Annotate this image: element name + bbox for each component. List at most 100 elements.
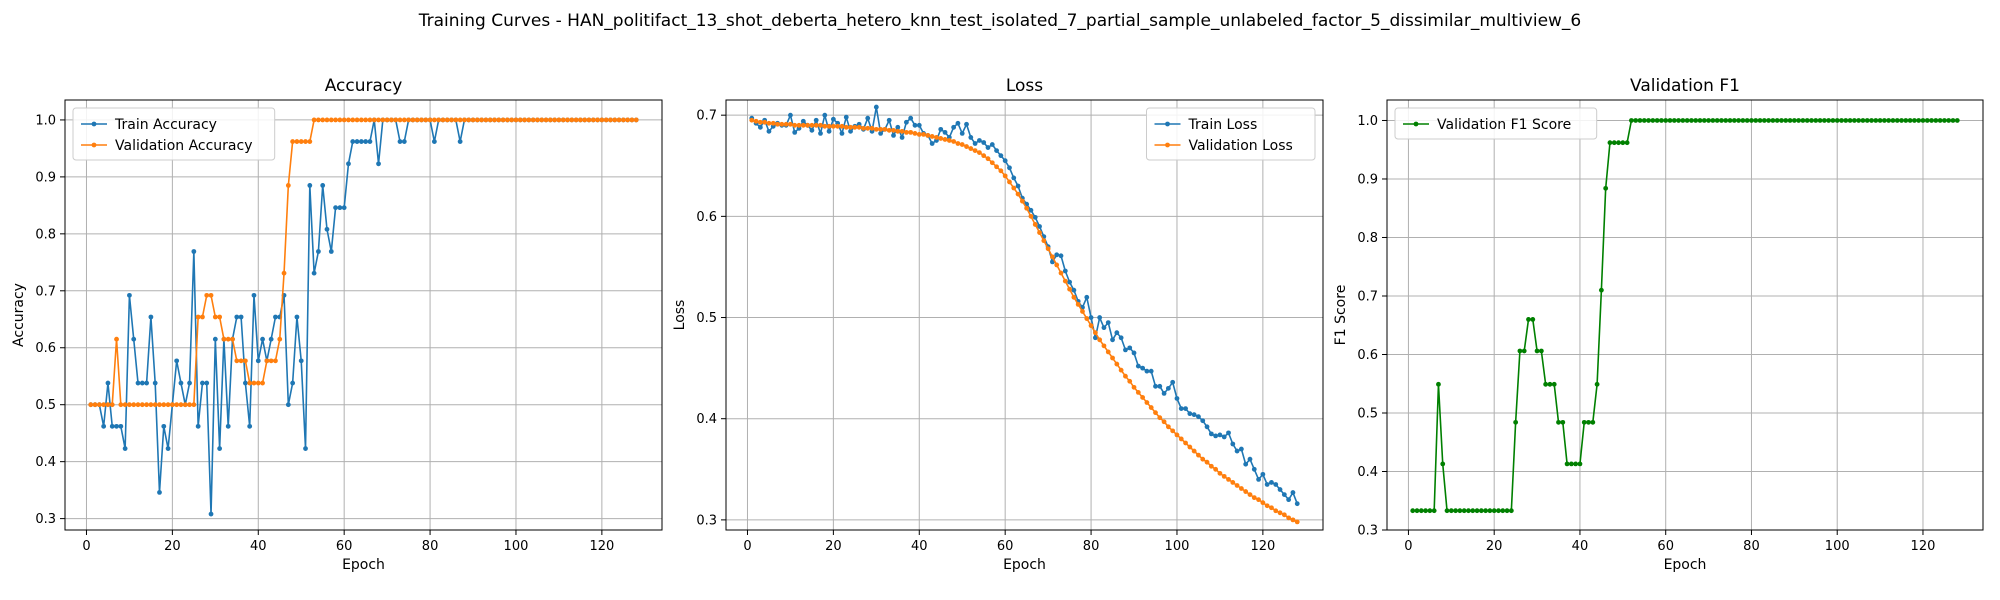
train-accuracy-point — [148, 314, 154, 320]
validation-loss-point — [1011, 185, 1017, 191]
train-loss-point — [1084, 294, 1090, 300]
validation-accuracy-point — [423, 117, 429, 123]
validation-f1-x-tick-label: 0 — [1404, 539, 1412, 554]
accuracy-y-tick-label: 0.6 — [35, 341, 56, 356]
validation-accuracy-point — [522, 117, 527, 123]
train-accuracy-point — [255, 358, 261, 364]
train-accuracy-point — [152, 380, 158, 386]
validation-f1-score-point — [1809, 118, 1814, 123]
validation-loss-point — [938, 136, 944, 141]
train-loss-point — [1200, 418, 1206, 424]
validation-f1-score-point — [1508, 508, 1514, 514]
validation-f1-score-point — [1731, 118, 1737, 123]
validation-loss-point — [809, 122, 815, 128]
validation-accuracy-point — [105, 402, 111, 408]
validation-loss-point — [1080, 309, 1085, 314]
validation-f1-score-point — [1817, 118, 1823, 123]
validation-accuracy-point — [427, 117, 433, 123]
validation-f1-score-point — [1650, 118, 1656, 123]
validation-accuracy-point — [470, 117, 476, 123]
accuracy-y-tick-label: 0.9 — [35, 170, 56, 185]
train-loss-point — [813, 117, 819, 123]
validation-accuracy-point — [419, 117, 424, 123]
train-loss-point — [1054, 252, 1060, 258]
validation-loss-point — [1260, 500, 1266, 506]
validation-accuracy-point — [157, 402, 162, 408]
validation-accuracy-point — [178, 402, 184, 408]
train-loss-point — [1286, 497, 1292, 503]
validation-f1-score-point — [1791, 118, 1797, 123]
train-loss-point — [1101, 325, 1107, 331]
validation-loss-point — [908, 129, 914, 135]
validation-loss-point — [1097, 337, 1103, 343]
validation-loss-point — [1037, 230, 1042, 235]
validation-accuracy-point — [255, 380, 261, 386]
train-accuracy-point — [457, 139, 463, 144]
train-loss-point — [938, 126, 944, 132]
train-accuracy-point — [157, 490, 162, 495]
validation-accuracy-point — [316, 117, 321, 123]
validation-loss-point — [775, 121, 780, 127]
validation-f1-score-point — [1453, 508, 1459, 514]
train-accuracy-point — [298, 358, 304, 364]
loss-x-tick-label: 100 — [1165, 539, 1190, 554]
validation-accuracy-point — [165, 402, 171, 408]
validation-f1-score-point — [1911, 118, 1917, 123]
validation-loss-point — [826, 123, 832, 129]
train-loss-point — [1037, 224, 1042, 229]
validation-accuracy-point — [543, 117, 549, 123]
train-loss-point — [968, 135, 974, 140]
train-accuracy-point — [135, 380, 141, 386]
validation-loss-point — [1127, 378, 1133, 384]
validation-accuracy-point — [612, 117, 618, 123]
validation-accuracy-point — [440, 117, 446, 123]
validation-accuracy-point — [401, 117, 407, 123]
train-accuracy-point — [268, 336, 274, 342]
train-loss-point — [1187, 411, 1193, 417]
loss-y-tick-label: 0.6 — [696, 210, 717, 225]
validation-loss-point — [1174, 432, 1180, 438]
validation-f1-score-point — [1830, 118, 1836, 123]
validation-f1-score-point — [1676, 118, 1681, 123]
train-accuracy-point — [311, 270, 317, 276]
validation-f1-score-point — [1873, 118, 1879, 123]
validation-loss-point — [869, 125, 875, 131]
train-loss-point — [1191, 412, 1197, 418]
validation-loss-point — [955, 141, 961, 146]
validation-f1-score-point — [1907, 118, 1913, 123]
loss-x-tick-label: 80 — [1083, 539, 1100, 554]
train-loss-point — [1264, 482, 1270, 487]
accuracy-y-tick-label: 0.3 — [35, 512, 56, 527]
validation-loss-point — [1247, 492, 1253, 497]
validation-loss-point — [985, 156, 991, 162]
train-accuracy-point — [285, 402, 291, 408]
validation-loss-point — [1153, 410, 1158, 416]
loss-panel-title: Loss — [1006, 76, 1043, 96]
train-loss-point — [1277, 487, 1283, 492]
validation-accuracy-point — [483, 117, 489, 123]
validation-loss-point — [1105, 349, 1111, 355]
train-loss-point — [1123, 347, 1128, 353]
validation-accuracy-point — [573, 117, 579, 123]
train-loss-point — [878, 130, 884, 136]
train-accuracy-point — [139, 380, 145, 386]
train-loss-point — [830, 116, 836, 122]
validation-f1-score-point — [1410, 508, 1416, 514]
validation-loss-point — [886, 127, 892, 133]
validation-f1-score-point — [1851, 118, 1857, 123]
validation-f1-score-point — [1654, 118, 1660, 123]
accuracy-x-tick-label: 20 — [164, 539, 181, 554]
validation-accuracy-point — [341, 117, 347, 123]
train-loss-point — [1015, 183, 1021, 189]
validation-loss-point — [757, 119, 763, 125]
train-loss-point — [1114, 330, 1120, 336]
validation-loss-point — [1002, 173, 1008, 179]
train-loss-point — [1243, 461, 1249, 467]
validation-loss-point — [1028, 213, 1034, 219]
validation-f1-score-point — [1466, 508, 1471, 514]
validation-f1-score-point — [1504, 508, 1510, 514]
validation-accuracy-point — [556, 117, 562, 123]
validation-accuracy-point — [367, 117, 373, 123]
validation-f1-score-point — [1847, 118, 1853, 123]
train-loss-point — [1088, 315, 1094, 320]
